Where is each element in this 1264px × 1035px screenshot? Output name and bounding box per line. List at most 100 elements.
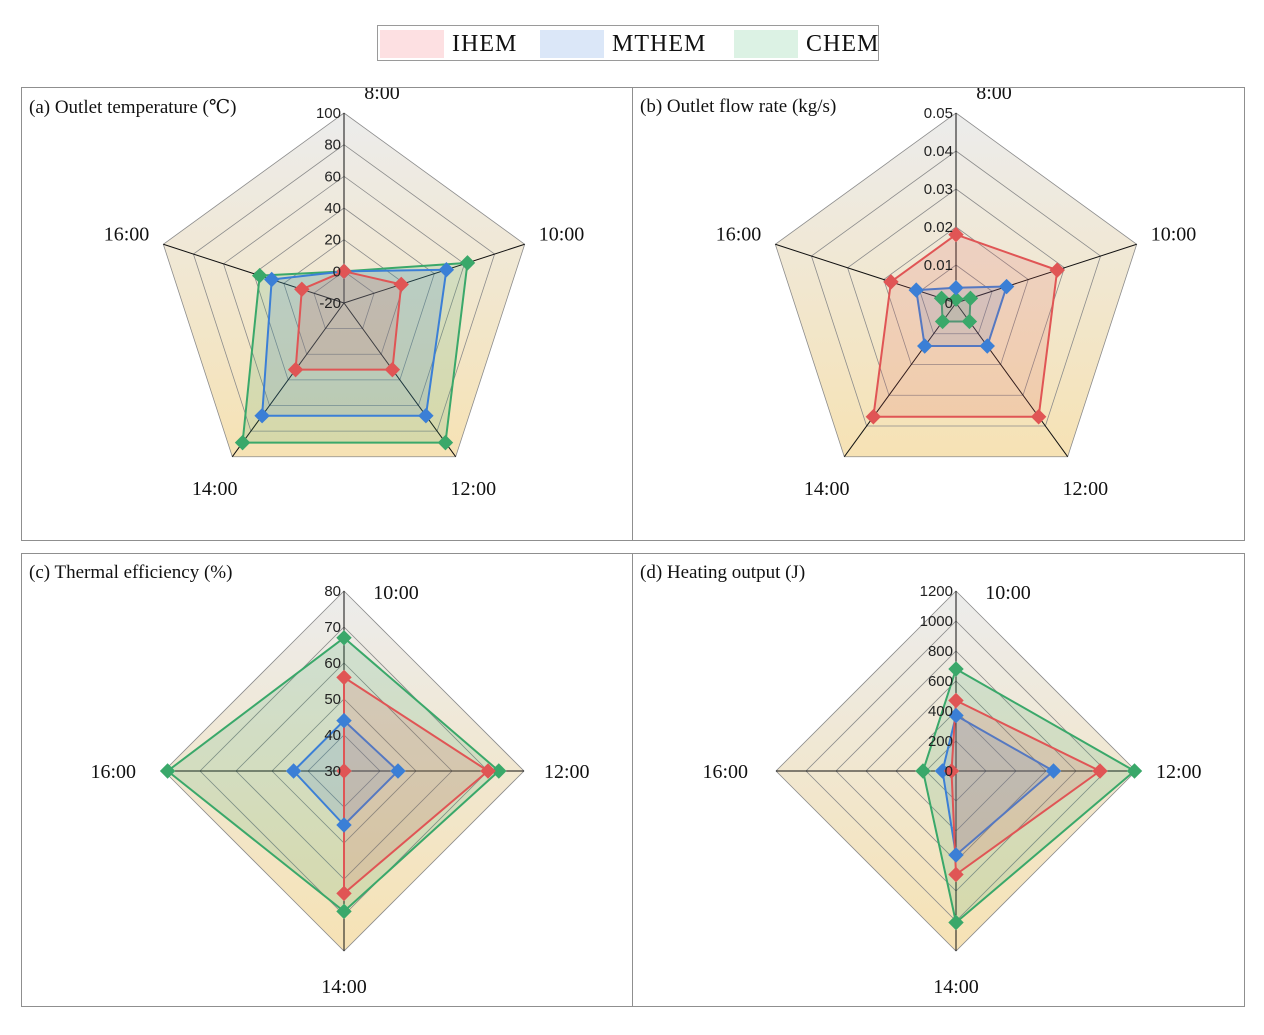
data-point-ihem [865, 409, 882, 425]
data-point-mthem [336, 817, 352, 833]
axis-spoke [775, 243, 957, 304]
data-point-chem [336, 903, 352, 920]
legend-label-mthem: MTHEM [612, 31, 707, 57]
grid-ring [192, 144, 496, 432]
data-point-chem [1126, 763, 1143, 779]
tick-label: 70 [324, 619, 341, 636]
tick-label: 40 [324, 200, 341, 217]
grid-ring [847, 188, 1065, 396]
panel-outlet-temperature: -20 0 20 40 60 80 100 8:00 10:00 12:00 14:00 16:00 … [21, 87, 633, 541]
data-point-chem [437, 434, 454, 451]
axis-label: 8:00 [364, 88, 400, 104]
panel-thermal-efficiency: 30 40 50 60 70 80 10:00 12:00 14:00 16:00 (c) The… [21, 553, 633, 1007]
tick-label: 0.02 [924, 219, 953, 236]
data-point-chem [948, 291, 964, 307]
radar-chart-c: 30 40 50 60 70 80 10:00 12:00 14:00 16:00 [90, 582, 589, 998]
grid-ring [774, 112, 1138, 458]
tick-label: 60 [324, 655, 341, 672]
axis-label: 16:00 [104, 223, 150, 245]
legend-swatch-chem [734, 30, 798, 58]
axis-label: 14:00 [933, 976, 979, 998]
data-point-chem [159, 763, 176, 779]
axis-spoke [955, 302, 1069, 458]
axis-label: 14:00 [192, 478, 238, 500]
axis-spoke [343, 243, 525, 304]
grid-ring [223, 175, 465, 406]
data-point-ihem [384, 361, 401, 378]
axis-label: 10:00 [539, 223, 585, 245]
legend: IHEM MTHEM CHEM [377, 25, 879, 61]
series-polygon-mthem [261, 268, 448, 417]
data-point-ihem [336, 263, 352, 280]
tick-label: 0.05 [924, 105, 953, 122]
panel-title-a: (a) Outlet temperature (℃) [29, 97, 237, 118]
axis-label: 16:00 [716, 223, 762, 245]
tick-label: 60 [324, 168, 341, 185]
data-point-chem [933, 290, 950, 307]
tick-label: 30 [324, 763, 341, 780]
data-point-mthem [917, 338, 933, 354]
radar-chart-d: 0 200 400 600 800 1000 1200 10:00 12:00 14:00 16:0… [702, 582, 1201, 998]
series-polygon-ihem [294, 270, 403, 371]
data-point-mthem [948, 280, 964, 296]
tick-label: 80 [324, 137, 341, 154]
axis-spoke [231, 302, 345, 458]
data-point-chem [962, 290, 979, 307]
tick-label: 0 [333, 263, 341, 280]
grid-ring [883, 226, 1029, 365]
tick-label: 0 [945, 763, 953, 780]
data-point-ihem [336, 885, 352, 902]
data-point-ihem [948, 226, 964, 243]
data-point-ihem [943, 763, 960, 779]
data-point-mthem [979, 338, 995, 354]
data-point-chem [915, 763, 931, 779]
tick-label: 200 [928, 733, 953, 750]
axis-label: 12:00 [451, 478, 497, 500]
panel-outlet-flow-rate: 0 0.01 0.02 0.03 0.04 0.05 8:00 10:00 12:00 14:00… [632, 87, 1245, 541]
axis-label: 14:00 [321, 976, 367, 998]
data-point-ihem [1030, 409, 1047, 425]
data-point-chem [459, 255, 476, 271]
data-point-mthem [390, 763, 406, 779]
axis-label: 8:00 [976, 88, 1012, 104]
axis-label: 16:00 [90, 761, 136, 783]
tick-label: 20 [324, 232, 341, 249]
data-point-chem [336, 630, 352, 646]
tick-label: 0 [945, 295, 953, 312]
tick-label: 100 [316, 105, 341, 122]
legend-swatch-ihem [380, 30, 444, 58]
grid-ring [810, 150, 1102, 427]
data-point-ihem [336, 763, 352, 779]
data-point-ihem [336, 669, 352, 686]
data-point-chem [961, 313, 978, 330]
data-point-mthem [948, 707, 964, 724]
axis-label: 14:00 [804, 478, 850, 500]
tick-label: 400 [928, 703, 953, 720]
data-point-ihem [393, 276, 409, 293]
axis-label: 16:00 [702, 761, 748, 783]
axis-spoke [955, 243, 1137, 304]
axis-spoke [843, 302, 957, 458]
panel-title-b: (b) Outlet flow rate (kg/s) [640, 96, 837, 117]
data-point-ihem [287, 361, 304, 378]
legend-swatch-mthem [540, 30, 604, 58]
axis-spoke [163, 243, 345, 304]
tick-label: -20 [319, 295, 341, 312]
tick-label: 0.04 [924, 143, 953, 160]
data-point-mthem [908, 282, 924, 298]
panel-title-c: (c) Thermal efficiency (%) [29, 562, 233, 583]
data-point-chem [234, 434, 251, 451]
grid-ring [162, 112, 526, 458]
data-point-mthem [418, 408, 434, 424]
axis-label: 12:00 [1063, 478, 1109, 500]
panel-title-d: (d) Heating output (J) [640, 562, 806, 583]
data-point-chem [251, 267, 268, 284]
legend-label-ihem: IHEM [452, 31, 518, 57]
data-point-ihem [948, 866, 964, 883]
tick-label: 1200 [920, 583, 953, 600]
grid-ring [253, 207, 435, 381]
radar-chart-a: -20 0 20 40 60 80 100 8:00 10:00 12:00 14:00 16:00 [104, 88, 585, 500]
data-point-mthem [998, 278, 1015, 295]
data-point-ihem [948, 692, 964, 709]
grid-ring [313, 270, 375, 330]
